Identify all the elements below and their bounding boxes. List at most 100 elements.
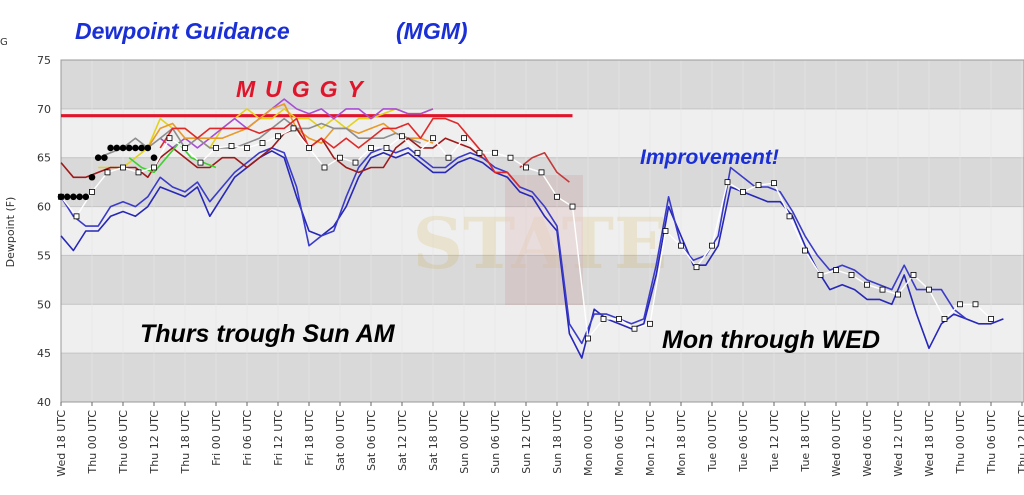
mos-point <box>616 316 622 322</box>
x-tick-label: Thu 00 UTC <box>954 410 967 475</box>
mos-point <box>740 189 746 195</box>
x-tick-label: Wed 12 UTC <box>892 410 905 477</box>
mos-point <box>461 135 467 142</box>
site-label: (MGM) <box>396 18 468 44</box>
mos-series <box>58 125 994 342</box>
plot-frame <box>60 59 1024 403</box>
mos-point <box>771 180 777 187</box>
observed-point <box>107 144 114 152</box>
mos-point <box>678 242 684 249</box>
x-tick-label: Sun 06 UTC <box>489 410 502 474</box>
mos-point <box>972 301 979 308</box>
x-tick-label: Sat 18 UTC <box>427 410 440 471</box>
mos-point <box>414 149 421 156</box>
mos-point <box>120 164 126 171</box>
y-tick-label: 50 <box>37 298 51 311</box>
mos-point <box>135 169 142 176</box>
x-tick-label: Sun 00 UTC <box>458 410 471 474</box>
x-tick-label: Fri 06 UTC <box>241 410 254 466</box>
chart-title: Dewpoint Guidance <box>75 18 290 44</box>
x-tick-label: Fri 18 UTC <box>303 410 316 466</box>
x-tick-label: Thu 12 UTC <box>148 410 161 475</box>
series-line-10 <box>519 152 570 183</box>
mos-point <box>166 135 173 142</box>
mos-point <box>352 159 359 166</box>
mos-point <box>259 140 266 146</box>
grid-band <box>61 206 1024 256</box>
observed-point <box>132 144 139 152</box>
mos-point <box>786 213 793 220</box>
improvement-annotation: Improvement! <box>640 146 779 169</box>
x-tick-label: Sat 12 UTC <box>396 410 409 471</box>
period2-annotation: Mon through WED <box>662 326 880 354</box>
period1-annotation: Thurs trough Sun AM <box>140 320 395 348</box>
mos-point <box>507 154 514 161</box>
observed-point <box>113 144 121 152</box>
x-tick-label: Fri 12 UTC <box>272 410 285 466</box>
mos-point <box>802 247 808 254</box>
x-tick-label: Mon 12 UTC <box>644 410 657 476</box>
x-tick-label: Wed 18 UTC <box>55 410 68 477</box>
mos-point <box>368 145 374 151</box>
mos-point <box>151 164 157 171</box>
x-tick-label: Mon 06 UTC <box>613 410 626 476</box>
y-tick-label: 65 <box>37 152 51 165</box>
x-tick-label: Tue 06 UTC <box>737 410 750 473</box>
observed-series <box>57 144 158 201</box>
observed-point <box>88 173 96 181</box>
mos-point <box>941 316 948 322</box>
mos-point <box>895 291 901 298</box>
mos-point <box>600 316 607 322</box>
observed-point <box>57 193 65 201</box>
mos-point <box>724 179 731 186</box>
x-tick-label: Thu 18 UTC <box>179 410 192 475</box>
y-tick-label: 60 <box>37 201 51 214</box>
x-tick-label: Wed 18 UTC <box>923 410 936 477</box>
mos-point <box>290 125 297 132</box>
x-tick-label: Mon 18 UTC <box>675 410 688 476</box>
observed-point <box>63 193 71 201</box>
mos-point <box>337 154 343 161</box>
state-watermark: STATE <box>413 175 667 305</box>
observed-point <box>138 144 145 152</box>
x-tick-label: Mon 00 UTC <box>582 410 595 476</box>
mos-point <box>957 301 963 308</box>
mos-point <box>492 149 498 156</box>
mos-point <box>244 145 250 151</box>
x-tick-label: Thu 06 UTC <box>117 410 130 475</box>
mos-point <box>228 143 235 149</box>
series-line-3 <box>98 108 434 169</box>
mos-point <box>523 164 529 171</box>
x-tick-label: Thu 06 UTC <box>985 410 998 475</box>
grid-band <box>61 353 1024 402</box>
mos-point <box>848 272 855 278</box>
mos-point <box>693 264 700 271</box>
mos-point <box>910 272 917 278</box>
observed-point <box>125 144 133 152</box>
x-tick-label: Sat 06 UTC <box>365 410 378 471</box>
x-tick-label: Thu 12 UTC <box>1016 410 1024 475</box>
observed-point <box>119 144 127 152</box>
x-tick-label: Sun 18 UTC <box>551 410 564 474</box>
mos-point <box>817 272 824 278</box>
mos-point <box>430 135 436 142</box>
y-tick-label: 45 <box>37 347 51 360</box>
mos-point <box>647 320 653 327</box>
observed-point <box>144 144 152 152</box>
mos-point <box>538 169 545 176</box>
grid-band <box>61 60 1024 109</box>
x-tick-label: Tue 00 UTC <box>706 410 719 473</box>
mos-point <box>306 145 312 151</box>
mos-point <box>662 228 669 234</box>
mos-point <box>399 133 405 140</box>
series-line-1 <box>60 150 1004 359</box>
series-line-5 <box>147 103 434 149</box>
watermark-i-shape <box>505 175 583 305</box>
x-tick-label: Wed 06 UTC <box>861 410 874 477</box>
y-tick-label: 70 <box>37 103 51 116</box>
mos-point <box>445 154 452 161</box>
mos-point <box>275 133 281 140</box>
mos-point <box>585 335 591 342</box>
grid-band <box>61 304 1024 354</box>
series-line-7 <box>60 127 484 179</box>
